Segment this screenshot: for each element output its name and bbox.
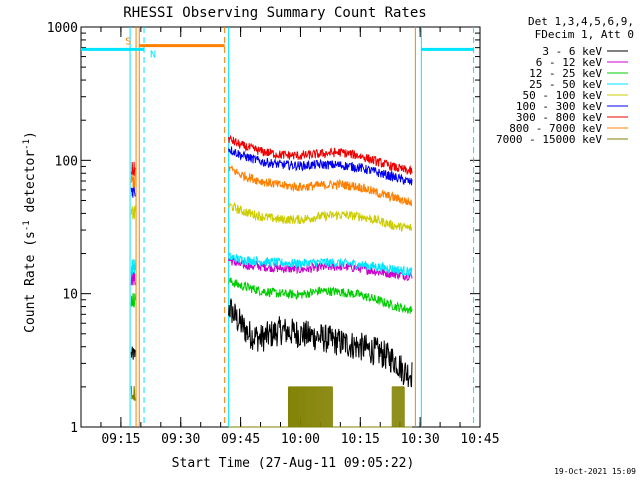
x-axis-label: Start Time (27-Aug-11 09:05:22) [172,456,415,471]
series-burst-line [130,161,136,176]
series-burst-line [130,293,136,308]
series-line [228,277,413,314]
legend-entry-label: 6 - 12 keV [536,56,603,69]
x-tick-label: 10:30 [401,432,440,447]
y-tick-label: 1 [70,421,78,436]
x-tick-label: 10:00 [281,432,320,447]
plot-area: 1 10 100 1000 09:15 09:30 09:45 10:00 10:15 10:30… [47,21,500,447]
series-line [228,165,413,207]
series-burst-line [130,173,136,189]
chart-title: RHESSI Observing Summary Count Rates [123,5,426,21]
series-group [130,277,413,314]
x-tick-label: 09:15 [101,432,140,447]
series-line [228,252,413,277]
series-line [228,134,413,175]
series-group [130,385,412,428]
series-burst-line [130,205,136,220]
plot-frame [80,26,481,428]
series-line [228,201,412,232]
legend-entry-label: 100 - 300 keV [516,100,602,113]
series-group [130,252,413,277]
y-tick-label: 10 [62,288,78,303]
y-tick-label: 100 [55,154,78,169]
series-line [228,146,413,186]
series-group [130,165,413,207]
timestamp: 19-Oct-2021 15:09 [554,467,636,476]
series-burst-line [130,258,136,275]
series-group [130,297,413,388]
series-line [228,255,413,281]
series-group [130,201,412,232]
legend-entry-label: 7000 - 15000 keV [496,133,602,146]
series-burst-line [130,346,136,360]
series-group [130,255,413,286]
saa-flag-label: S [125,37,131,48]
legend-entry-label: 800 - 7000 keV [509,122,602,135]
y-axis-label: Count Rate (s-1 detector-1) [22,131,38,333]
night-flag-label: N [150,49,156,60]
y-tick-label: 1000 [47,21,78,36]
legend-entry-label: 300 - 800 keV [516,111,602,124]
legend-entry-label: 25 - 50 keV [529,78,602,91]
legend-header-line-2: FDecim 1, Att 0 [535,28,634,41]
x-tick-label: 09:30 [161,432,200,447]
legend-entry-label: 50 - 100 keV [523,89,603,102]
series-group [130,146,413,198]
legend-header-line-1: Det 1,3,4,5,6,9, [528,15,634,28]
svg-text:Count Rate (s-1 detector-1): Count Rate (s-1 detector-1) [22,131,38,333]
x-tick-label: 09:45 [221,432,260,447]
series-burst-line [130,385,136,401]
legend-entry-label: 3 - 6 keV [542,45,602,58]
legend-entry-label: 12 - 25 keV [529,67,602,80]
x-tick-label: 10:45 [460,432,499,447]
legend: Det 1,3,4,5,6,9, FDecim 1, Att 0 3 - 6 k… [496,15,634,146]
series-line [228,297,413,388]
x-tick-label: 10:15 [341,432,380,447]
